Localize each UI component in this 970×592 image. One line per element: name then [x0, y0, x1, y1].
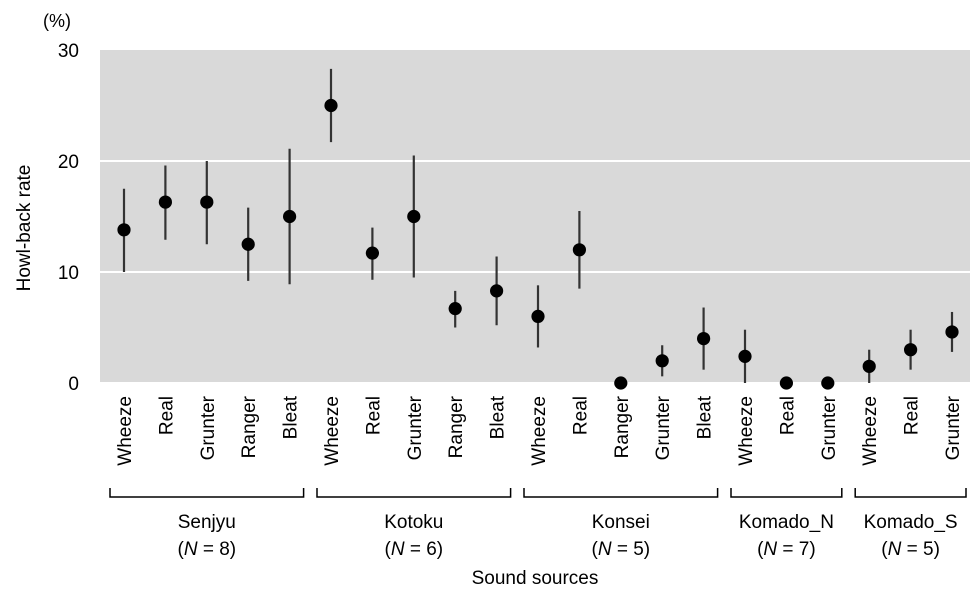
data-point — [407, 209, 421, 224]
data-point — [614, 376, 628, 390]
y-axis-ticks: 0 10 20 30 — [58, 41, 79, 395]
data-point — [531, 309, 545, 323]
x-category-label: Grunter — [819, 395, 840, 460]
data-point — [572, 243, 587, 257]
group-n-label: (N = 8) — [177, 539, 236, 560]
data-point — [448, 302, 462, 316]
group-name-label: Komado_S — [864, 512, 958, 533]
x-category-label: Wheeze — [115, 396, 136, 466]
x-category-label: Wheeze — [860, 396, 881, 466]
x-category-label: Real — [777, 396, 798, 435]
x-category-label: Grunter — [198, 395, 219, 460]
x-category-label: Wheeze — [322, 396, 343, 466]
data-point — [283, 209, 297, 224]
plot-background — [100, 50, 970, 383]
y-tick-label: 20 — [58, 152, 79, 173]
group-n-label: (N = 6) — [384, 539, 443, 560]
x-category-label: Real — [902, 396, 923, 435]
x-category-label: Real — [156, 396, 177, 435]
data-point — [862, 359, 876, 373]
group-name-label: Konsei — [592, 512, 650, 533]
y-axis-unit: (%) — [43, 11, 71, 31]
data-point — [158, 195, 172, 209]
x-category-label: Ranger — [239, 395, 260, 458]
y-tick-label: 30 — [58, 41, 79, 62]
y-tick-label: 0 — [68, 374, 79, 395]
y-axis-title: Howl-back rate — [14, 165, 35, 292]
x-category-label: Bleat — [488, 395, 509, 439]
x-axis-title: Sound sources — [472, 568, 599, 589]
group-name-label: Komado_N — [739, 512, 834, 533]
group-name-label: Kotoku — [384, 512, 443, 533]
x-category-label: Real — [570, 396, 591, 435]
data-point — [655, 354, 669, 368]
x-category-label: Real — [363, 396, 384, 435]
x-category-label: Grunter — [405, 395, 426, 460]
group-n-label: (N = 5) — [881, 539, 940, 560]
data-point — [821, 376, 835, 390]
data-point — [738, 349, 752, 363]
x-category-label: Bleat — [281, 395, 302, 439]
data-point — [200, 195, 214, 209]
data-point — [324, 98, 338, 113]
x-axis-groups: Senjyu (N = 8) Kotoku (N = 6) Konsei (N = 5) K… — [109, 488, 967, 560]
x-category-label: Ranger — [446, 395, 467, 458]
group-bracket — [523, 488, 719, 498]
x-category-label: Grunter — [943, 395, 964, 460]
group-n-label: (N = 5) — [591, 539, 650, 560]
data-point — [904, 343, 918, 357]
x-category-label: Wheeze — [529, 396, 550, 466]
data-point — [365, 246, 379, 260]
data-point — [697, 332, 711, 346]
x-category-label: Grunter — [653, 395, 674, 460]
group-bracket — [854, 488, 967, 498]
group-n-label: (N = 7) — [757, 539, 816, 560]
data-point — [945, 325, 959, 339]
data-point — [779, 376, 794, 390]
x-axis-categories: Wheeze Real Grunter Ranger Bleat Wheeze Real Gr… — [115, 395, 964, 465]
data-marks — [117, 68, 959, 390]
x-category-label: Wheeze — [736, 396, 757, 466]
group-bracket — [109, 488, 305, 498]
x-category-label: Bleat — [695, 395, 716, 439]
y-tick-label: 10 — [58, 263, 79, 284]
data-point — [117, 223, 131, 237]
data-point — [241, 237, 255, 251]
plot-area — [100, 50, 970, 384]
group-bracket — [316, 488, 512, 498]
group-bracket — [730, 488, 843, 498]
data-point — [490, 284, 504, 298]
x-category-label: Ranger — [612, 395, 633, 458]
group-name-label: Senjyu — [178, 512, 236, 533]
